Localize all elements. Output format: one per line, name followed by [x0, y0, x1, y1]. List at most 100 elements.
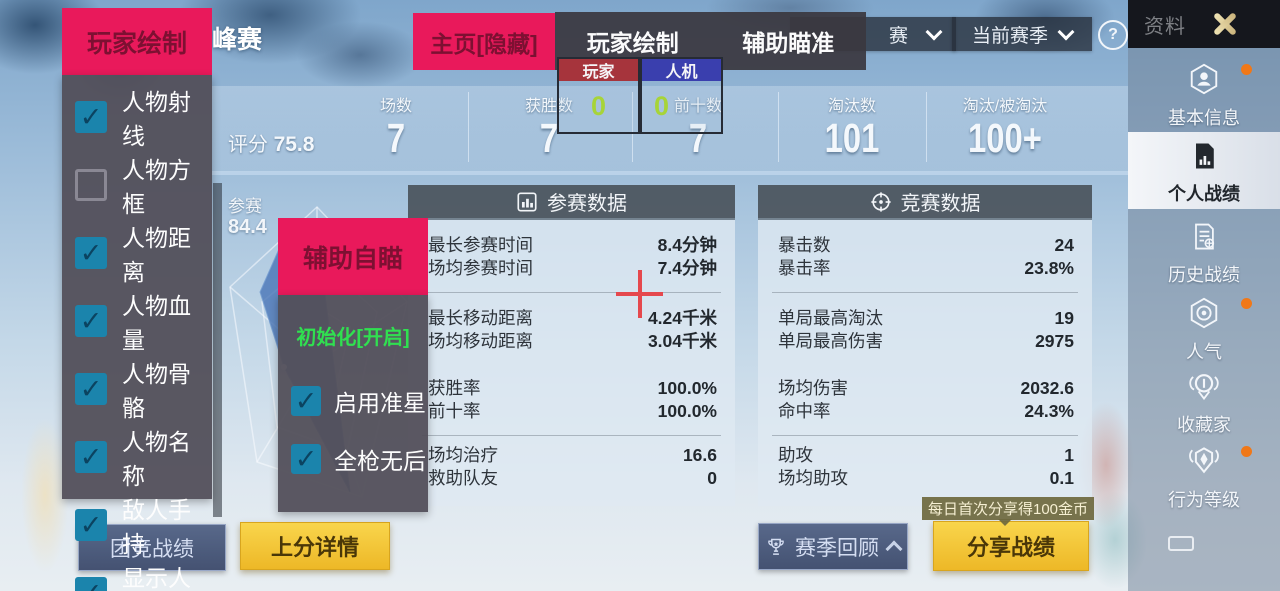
- team-stats-label: 团竞战绩: [110, 537, 194, 561]
- help-icon[interactable]: ?: [1098, 20, 1128, 50]
- help-glyph: ?: [1108, 26, 1118, 43]
- checkbox[interactable]: [75, 509, 107, 541]
- esp-item-box[interactable]: 人物方框: [62, 151, 212, 219]
- season-review-button[interactable]: 赛季回顾: [758, 523, 908, 570]
- share-tooltip-text: 每日首次分享得100金币: [927, 501, 1089, 518]
- stat-eliminations: 淘汰数 101: [824, 98, 880, 161]
- stat-row: 命中率 24.3%: [778, 401, 1074, 421]
- sidebar-header-label: 资料: [1144, 15, 1186, 38]
- sidebar-item-conduct-level[interactable]: 行为等级: [1128, 436, 1280, 510]
- close-icon[interactable]: [1208, 7, 1242, 41]
- sidebar-item-popularity[interactable]: 人气: [1128, 288, 1280, 362]
- checkbox[interactable]: [75, 441, 107, 473]
- checkbox[interactable]: [75, 373, 107, 405]
- score-value: 75.8: [273, 133, 315, 156]
- content-scrollbar[interactable]: [213, 183, 222, 517]
- share-stats-label: 分享战绩: [966, 535, 1055, 560]
- player-counter-value: 0: [559, 81, 638, 132]
- season-review-label: 赛季回顾: [795, 536, 879, 560]
- cheat-tab-aim[interactable]: 辅助瞄准: [742, 30, 835, 56]
- esp-item-health[interactable]: 人物血量: [62, 287, 212, 355]
- chevron-down-icon: [925, 23, 943, 41]
- row-divider: [772, 435, 1078, 436]
- cheat-tab-esp[interactable]: 玩家绘制: [586, 30, 679, 56]
- esp-item-label: 人物骨骼: [122, 361, 191, 421]
- aim-item-crosshair[interactable]: 启用准星: [278, 384, 428, 418]
- esp-item-ray[interactable]: 人物射线: [62, 83, 212, 151]
- aim-panel-title: 辅助自瞄: [302, 244, 403, 273]
- player-counter[interactable]: 玩家 0: [557, 57, 640, 134]
- notification-dot: [1241, 298, 1252, 309]
- page-title: 峰赛: [212, 26, 263, 54]
- competition-panel-title: 竞赛数据: [900, 193, 981, 215]
- esp-item-skeleton[interactable]: 人物骨骼: [62, 355, 212, 423]
- radar-score: 参赛 84.4: [228, 197, 267, 238]
- stat-divider: [926, 92, 927, 162]
- bot-counter[interactable]: 人机 0: [640, 57, 723, 134]
- cheat-home-button[interactable]: 主页[隐藏]: [413, 13, 555, 70]
- esp-item-distance[interactable]: 人物距离: [62, 219, 212, 287]
- esp-item-weapon[interactable]: 敌人手持: [62, 491, 212, 559]
- competition-panel: 竞赛数据 暴击数 24 暴击率 23.8% 单局最高淘汰 19 单局最高伤害 2975 …: [758, 185, 1092, 506]
- row-divider: [772, 292, 1078, 293]
- checkbox[interactable]: [75, 237, 107, 269]
- stat-row: 场均参赛时间 7.4分钟: [428, 258, 717, 278]
- crosshair-icon: [638, 270, 642, 318]
- bot-counter-header: 人机: [642, 59, 721, 81]
- cheat-home-label: 主页[隐藏]: [430, 30, 538, 57]
- sidebar-item-label: 人气: [1186, 342, 1222, 362]
- sidebar-item-collector[interactable]: 收藏家: [1128, 361, 1280, 435]
- rank-details-button[interactable]: 上分详情: [240, 522, 390, 570]
- checkbox[interactable]: [75, 101, 107, 133]
- notification-dot: [1241, 446, 1252, 457]
- esp-item-name[interactable]: 人物名称: [62, 423, 212, 491]
- popularity-icon: [1190, 297, 1218, 329]
- chevron-down-icon: [1057, 23, 1075, 41]
- checkbox[interactable]: [75, 577, 107, 591]
- sidebar-item-label: 基本信息: [1168, 108, 1240, 128]
- summary-stats-band: [212, 86, 1128, 172]
- checkbox[interactable]: [291, 444, 321, 474]
- stat-row: 最长参赛时间 8.4分钟: [428, 235, 717, 255]
- checkbox[interactable]: [75, 169, 107, 201]
- season-dropdown[interactable]: 当前赛季: [952, 17, 1092, 51]
- share-tooltip: 每日首次分享得100金币: [922, 497, 1094, 520]
- sidebar-item-history-stats[interactable]: 历史战绩: [1128, 213, 1280, 287]
- stat-wins: 获胜数 7: [524, 98, 573, 161]
- target-icon: [870, 191, 891, 212]
- sidebar-item-personal-stats[interactable]: 个人战绩: [1128, 132, 1280, 209]
- esp-item-label: 人物射线: [122, 89, 191, 149]
- stat-kd: 淘汰/被淘汰 100+: [962, 98, 1048, 161]
- collector-badge-icon: [1189, 374, 1219, 401]
- share-stats-button[interactable]: 分享战绩: [933, 521, 1089, 571]
- mode-dropdown-label: 赛: [888, 25, 908, 47]
- rank-details-label: 上分详情: [270, 535, 359, 560]
- aim-item-label: 启用准星: [334, 390, 426, 416]
- esp-item-label: 人物方框: [122, 157, 191, 217]
- sidebar-item-label: 收藏家: [1177, 415, 1231, 435]
- checkbox[interactable]: [75, 305, 107, 337]
- sidebar-item-basic-info[interactable]: 基本信息: [1128, 54, 1280, 128]
- sidebar-scroll-indicator-icon: [1168, 536, 1194, 551]
- esp-item-playercount[interactable]: 显示人数: [62, 559, 212, 591]
- stat-row: 场均伤害 2032.6: [778, 378, 1074, 398]
- participation-panel-body: 最长参赛时间 8.4分钟 场均参赛时间 7.4分钟 最长移动距离 4.24千米 场均移…: [408, 220, 735, 506]
- esp-panel-header[interactable]: 玩家绘制: [62, 8, 212, 75]
- sidebar-header: 资料: [1128, 0, 1280, 48]
- chevron-up-icon: [885, 540, 903, 558]
- conduct-badge-icon: [1189, 447, 1219, 474]
- sidebar: 资料 基本信息 个人战绩: [1128, 0, 1280, 591]
- aim-panel-header[interactable]: 辅助自瞄: [278, 218, 428, 295]
- esp-item-label: 显示人数: [122, 565, 191, 591]
- stat-row: 暴击数 24: [778, 235, 1074, 255]
- stat-row: 场均治疗 16.6: [428, 445, 717, 465]
- aim-item-norecoil[interactable]: 全枪无后: [278, 442, 428, 476]
- checkbox[interactable]: [291, 386, 321, 416]
- stat-divider: [468, 92, 469, 162]
- esp-item-label: 敌人手持: [122, 497, 191, 557]
- notification-dot: [1241, 64, 1252, 75]
- player-counter-header: 玩家: [559, 59, 638, 81]
- bot-counter-value: 0: [642, 81, 721, 132]
- season-dropdown-label: 当前赛季: [971, 25, 1048, 47]
